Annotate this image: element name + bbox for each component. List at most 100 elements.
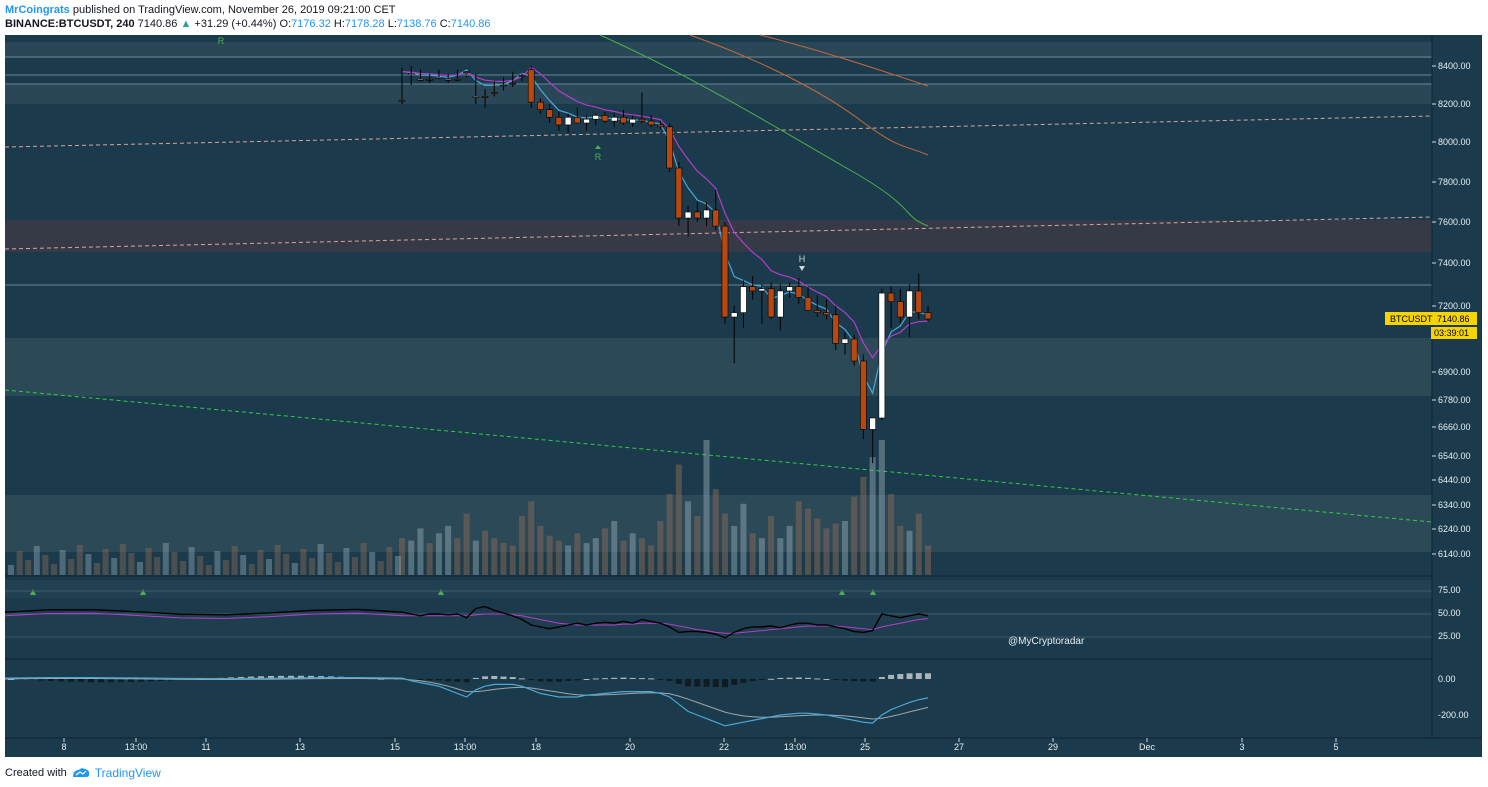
price-badge-symbol: BTCUSDT <box>1390 314 1433 324</box>
volume-bar <box>463 513 470 575</box>
x-tick-label: 8 <box>61 742 66 752</box>
macd-histogram-bar <box>878 677 885 679</box>
macd-histogram-bar <box>832 679 839 680</box>
macd-histogram-bar <box>888 674 895 679</box>
macd-histogram-bar <box>417 679 424 681</box>
x-tick-label: 13:00 <box>454 742 477 752</box>
volume-bar <box>805 508 812 575</box>
macd-histogram-bar <box>388 679 394 680</box>
macd-histogram-bar <box>925 673 931 679</box>
chart-markers: R R H <box>30 36 876 595</box>
candle-body <box>823 312 830 316</box>
volume-bar <box>657 521 664 575</box>
grid-lines <box>4 56 1433 660</box>
volume-bar <box>352 557 358 575</box>
publish-line: MrCoingrats published on TradingView.com… <box>5 4 396 16</box>
axes: 8400.008200.008000.007800.007600.007400.… <box>5 35 1482 757</box>
volume-bar <box>171 552 178 575</box>
macd-histogram-bar <box>398 679 404 680</box>
volume-bar <box>869 457 876 575</box>
candle-body <box>490 92 498 94</box>
volume-bar <box>408 540 415 575</box>
macd-histogram-bar <box>18 679 24 680</box>
volume-bar <box>703 440 710 575</box>
volume-bar <box>666 494 673 575</box>
volume-bar <box>128 553 135 575</box>
y-tick-label: 6440.00 <box>1438 475 1471 485</box>
volume-bar <box>223 560 229 575</box>
macd-histogram-bar <box>703 679 710 687</box>
candle-body <box>518 75 526 77</box>
macd-histogram-bar <box>108 679 114 683</box>
volume-bar <box>611 521 618 575</box>
author-link[interactable]: MrCoingrats <box>5 4 70 16</box>
volume-bar <box>906 530 913 575</box>
macd-histogram-bar <box>555 679 562 682</box>
x-tick-label: 18 <box>531 742 541 752</box>
volume-bar <box>326 553 333 575</box>
volume-bar <box>145 548 152 575</box>
tradingview-link[interactable]: TradingView <box>94 766 161 780</box>
rsi-tick-label: 50.00 <box>1438 608 1461 618</box>
candle-body <box>620 117 627 124</box>
x-tick-label: 13:00 <box>784 742 807 752</box>
macd-pane <box>4 673 931 727</box>
volume-bar <box>111 558 118 575</box>
macd-tick-label: 0.00 <box>1438 674 1456 684</box>
macd-histogram-bar <box>537 679 544 682</box>
rsi-up-marker-icon <box>870 589 876 595</box>
volume-bar <box>197 556 204 575</box>
candle-body <box>574 117 581 124</box>
candle-body <box>906 290 913 318</box>
ma-slow-line <box>759 34 929 87</box>
price-badge-value: 7140.86 <box>1437 314 1470 324</box>
candle-body <box>537 101 544 110</box>
volume-bar <box>334 562 341 575</box>
macd-histogram-bar <box>288 675 294 679</box>
candle-body <box>527 69 535 103</box>
volume-bar <box>240 555 247 575</box>
volume-bar <box>59 550 66 575</box>
macd-histogram-bar <box>749 679 756 682</box>
candle-body <box>712 209 720 227</box>
volume-bar <box>154 557 161 575</box>
volume-bar <box>119 544 126 575</box>
macd-histogram-bar <box>694 679 701 687</box>
volume-bar <box>454 538 461 575</box>
volume-bar <box>369 552 376 575</box>
volume-bar <box>309 558 315 575</box>
candle-body <box>638 118 646 122</box>
macd-histogram-bar <box>463 679 470 683</box>
candle-body <box>601 115 609 122</box>
volume-bar <box>42 555 49 575</box>
candle-body <box>657 124 664 128</box>
close-value: 7140.86 <box>450 18 491 30</box>
published-text: published on TradingView.com, November 2… <box>72 4 396 16</box>
y-tick-label: 7400.00 <box>1438 258 1471 268</box>
macd-histogram-bar <box>278 675 284 679</box>
moving-averages <box>401 34 929 395</box>
candle-body <box>629 118 637 124</box>
volume-bar <box>102 549 109 575</box>
y-tick-label: 6140.00 <box>1438 549 1471 559</box>
tradingview-logo-icon[interactable] <box>71 767 91 779</box>
y-tick-label: 8000.00 <box>1438 137 1471 147</box>
volume-bar <box>274 545 281 575</box>
candle-body <box>749 286 756 292</box>
x-tick-label: 15 <box>390 742 400 752</box>
y-tick-label: 7800.00 <box>1438 177 1471 187</box>
y-tick-label: 7600.00 <box>1438 217 1471 227</box>
rsi-line <box>4 605 929 639</box>
candle-body <box>758 288 766 292</box>
candle-body <box>546 109 553 118</box>
volume-bar <box>648 545 655 575</box>
macd-histogram-bar <box>565 679 572 681</box>
candle-body <box>592 115 600 120</box>
candle-body <box>583 118 590 124</box>
macd-histogram-bar <box>869 679 876 682</box>
x-tick-label: 13 <box>295 742 305 752</box>
volume-bar <box>528 501 535 575</box>
volume-bar <box>395 556 401 575</box>
macd-histogram-bar <box>138 679 144 682</box>
